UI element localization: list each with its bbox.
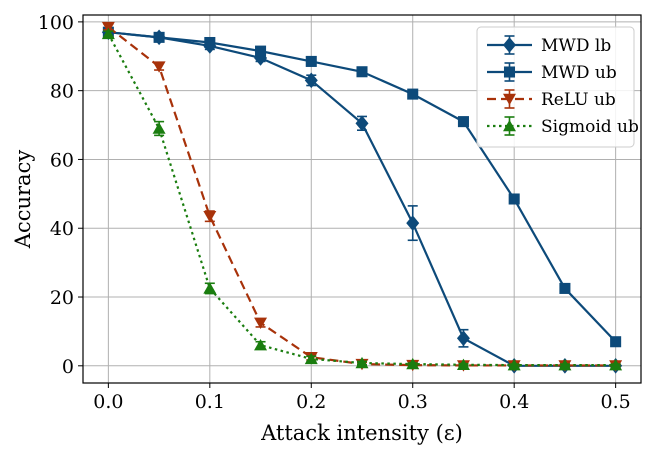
data-point-mwd-lb: [406, 215, 420, 231]
series-layer: [101, 21, 623, 374]
data-point-sigmoid-ub: [101, 27, 115, 40]
legend-marker: [503, 37, 516, 53]
data-point-mwd-ub: [255, 45, 267, 57]
data-point-mwd-ub: [356, 66, 368, 78]
legend-marker: [503, 93, 516, 106]
x-tick-label: 0.2: [296, 391, 326, 413]
legend-entry-relu-ub: ReLU ub: [487, 89, 616, 110]
y-tick-label: 20: [50, 287, 74, 309]
y-tick-label: 40: [50, 218, 74, 240]
data-point-mwd-lb: [304, 72, 318, 89]
legend-marker: [503, 66, 516, 78]
legend-entry-mwd-ub: MWD ub: [487, 62, 617, 83]
data-point-mwd-ub: [204, 36, 216, 49]
x-tick-label: 0.0: [93, 391, 123, 413]
data-point-mwd-ub: [305, 55, 317, 67]
x-axis-title: Attack intensity (ε): [260, 421, 463, 445]
legend-entry-mwd-lb: MWD lb: [487, 35, 611, 56]
legend-label: MWD lb: [541, 36, 611, 56]
data-point-mwd-ub: [508, 193, 520, 205]
data-point-sigmoid-ub: [609, 358, 623, 371]
data-point-relu-ub: [101, 21, 115, 34]
data-point-relu-ub: [203, 210, 217, 223]
data-point-mwd-ub: [407, 88, 419, 100]
y-axis-title: Accuracy: [11, 150, 35, 250]
data-point-relu-ub: [152, 61, 166, 73]
series-mwd-ub: [102, 26, 622, 348]
y-tick-label: 0: [62, 356, 74, 378]
legend-box: [476, 26, 635, 148]
data-point-sigmoid-ub: [254, 338, 268, 351]
x-tick-label: 0.3: [398, 391, 428, 413]
legend-label: ReLU ub: [541, 90, 616, 110]
legend-marker: [503, 119, 516, 132]
data-point-mwd-ub: [153, 31, 165, 43]
ticks: 0.0 0.1 0.2 0.3 0.4 0.5 0 20 40 60 80 100: [38, 12, 631, 413]
legend-entry-sigmoid-ub: Sigmoid ub: [487, 116, 639, 137]
data-point-mwd-ub: [559, 282, 571, 294]
data-point-sigmoid-ub: [558, 358, 572, 371]
y-tick-label: 80: [50, 81, 74, 103]
data-point-sigmoid-ub: [152, 122, 166, 134]
data-point-sigmoid-ub: [507, 358, 521, 371]
data-point-sigmoid-ub: [456, 358, 470, 370]
x-tick-label: 0.1: [195, 391, 225, 413]
data-point-mwd-lb: [456, 330, 470, 347]
legend-label: Sigmoid ub: [541, 117, 639, 137]
y-tick-label: 60: [50, 149, 74, 171]
data-point-mwd-ub: [457, 116, 469, 128]
data-point-sigmoid-ub: [406, 357, 420, 370]
x-tick-label: 0.5: [601, 391, 631, 413]
series-sigmoid-ub: [101, 27, 623, 371]
legend-label: MWD ub: [541, 63, 617, 83]
plot-frame: [82, 14, 642, 384]
x-tick-label: 0.4: [499, 391, 529, 413]
data-point-sigmoid-ub: [304, 352, 318, 365]
data-point-mwd-lb: [355, 115, 369, 132]
data-point-mwd-ub: [610, 336, 622, 348]
y-tick-label: 100: [38, 12, 74, 34]
data-point-sigmoid-ub: [203, 282, 217, 294]
data-point-relu-ub: [254, 317, 268, 329]
legend: MWD lb MWD ub ReLU ub Sigmoid ub: [476, 26, 639, 148]
data-point-sigmoid-ub: [355, 356, 369, 369]
